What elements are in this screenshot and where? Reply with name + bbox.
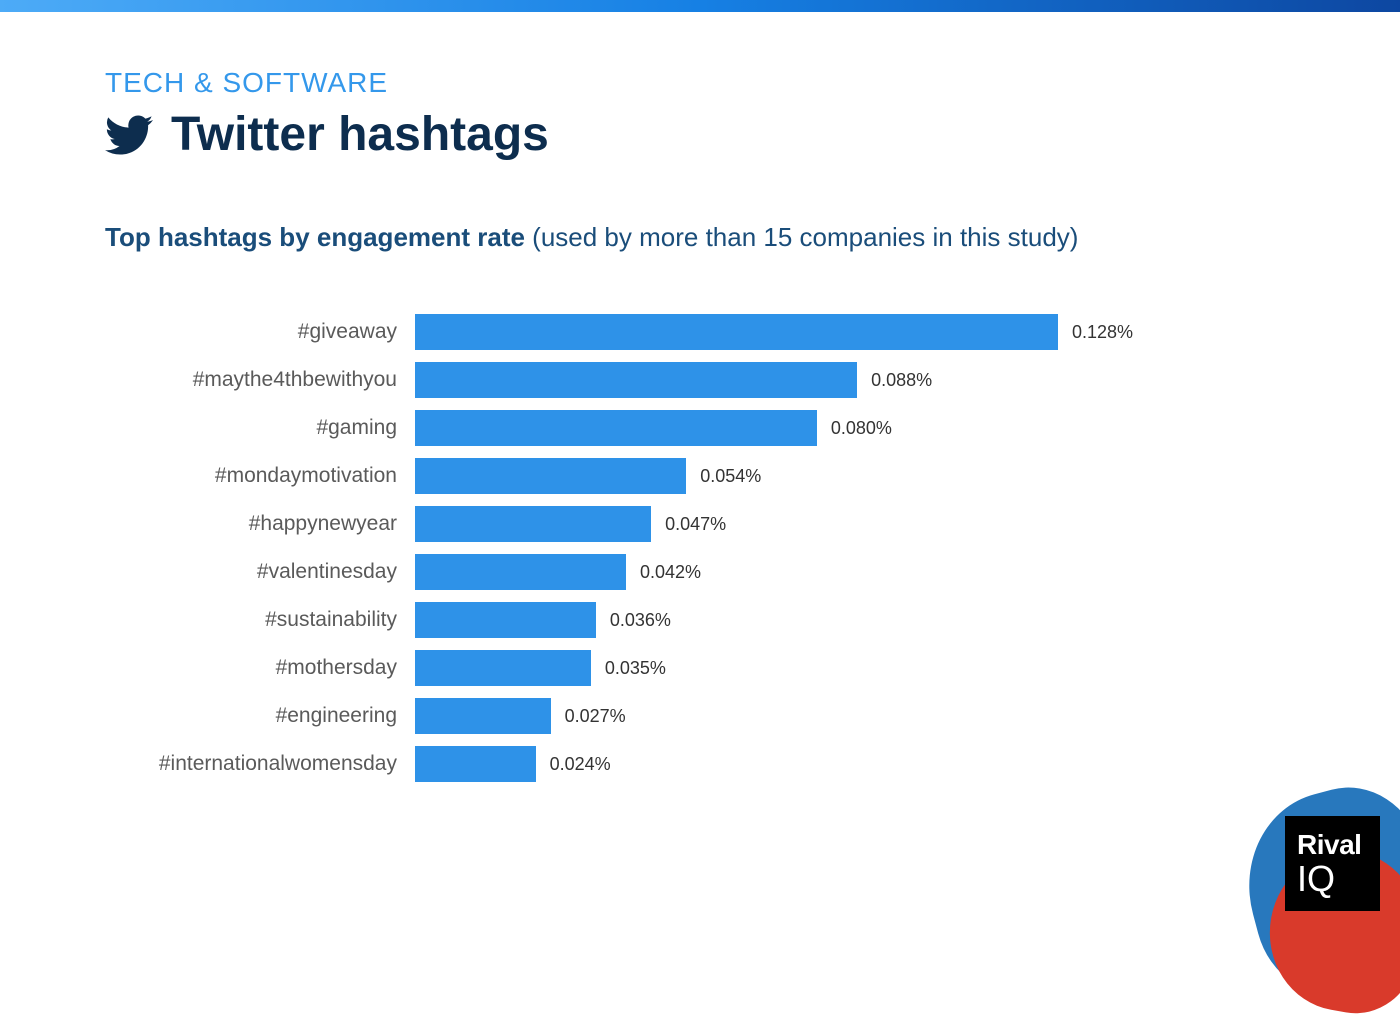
bar-wrapper: 0.036% [415,602,1295,638]
category-label: TECH & SOFTWARE [105,67,1295,99]
bar-value: 0.080% [817,418,892,439]
chart-row: #gaming 0.080% [105,404,1295,452]
logo-text-top: Rival [1297,831,1361,859]
bar-wrapper: 0.080% [415,410,1295,446]
bar-label: #internationalwomensday [105,752,415,776]
chart-row: #giveaway 0.128% [105,308,1295,356]
top-banner [0,0,1400,12]
bar [415,650,591,686]
chart-row: #internationalwomensday 0.024% [105,740,1295,788]
bar-wrapper: 0.128% [415,314,1295,350]
bar-value: 0.128% [1058,322,1133,343]
chart-subtitle: Top hashtags by engagement rate (used by… [105,222,1295,253]
bar-value: 0.047% [651,514,726,535]
bar-label: #happynewyear [105,512,415,536]
title-row: Twitter hashtags [105,107,1295,162]
chart-row: #engineering 0.027% [105,692,1295,740]
bar-wrapper: 0.035% [415,650,1295,686]
bar-value: 0.042% [626,562,701,583]
bar [415,314,1058,350]
bar-chart: #giveaway 0.128% #maythe4thbewithyou 0.088%… [105,308,1295,788]
bar-wrapper: 0.047% [415,506,1295,542]
bar-label: #sustainability [105,608,415,632]
bar-value: 0.024% [536,754,611,775]
bar-label: #valentinesday [105,560,415,584]
bar-label: #mothersday [105,656,415,680]
chart-row: #happynewyear 0.047% [105,500,1295,548]
bar [415,698,551,734]
bar-label: #engineering [105,704,415,728]
bar-value: 0.035% [591,658,666,679]
bar [415,458,686,494]
chart-row: #sustainability 0.036% [105,596,1295,644]
bar-wrapper: 0.027% [415,698,1295,734]
subtitle-bold: Top hashtags by engagement rate [105,222,525,252]
page-title: Twitter hashtags [171,107,549,162]
logo-text-bottom: IQ [1297,861,1335,897]
bar-wrapper: 0.024% [415,746,1295,782]
bar-label: #mondaymotivation [105,464,415,488]
bar [415,602,596,638]
main-content: TECH & SOFTWARE Twitter hashtags Top has… [0,12,1400,788]
bar-wrapper: 0.042% [415,554,1295,590]
twitter-icon [105,111,153,159]
bar [415,554,626,590]
chart-row: #valentinesday 0.042% [105,548,1295,596]
bar-label: #maythe4thbewithyou [105,368,415,392]
bar-label: #gaming [105,416,415,440]
chart-row: #mondaymotivation 0.054% [105,452,1295,500]
bar-value: 0.088% [857,370,932,391]
bar-value: 0.054% [686,466,761,487]
chart-row: #mothersday 0.035% [105,644,1295,692]
subtitle-light: (used by more than 15 companies in this … [525,222,1079,252]
bar-value: 0.036% [596,610,671,631]
bar-wrapper: 0.088% [415,362,1295,398]
bar [415,746,536,782]
logo-container: Rival IQ [1200,751,1400,931]
chart-row: #maythe4thbewithyou 0.088% [105,356,1295,404]
bar [415,410,817,446]
bar-label: #giveaway [105,320,415,344]
rival-iq-logo: Rival IQ [1285,816,1380,911]
bar-value: 0.027% [551,706,626,727]
bar-wrapper: 0.054% [415,458,1295,494]
bar [415,362,857,398]
bar [415,506,651,542]
